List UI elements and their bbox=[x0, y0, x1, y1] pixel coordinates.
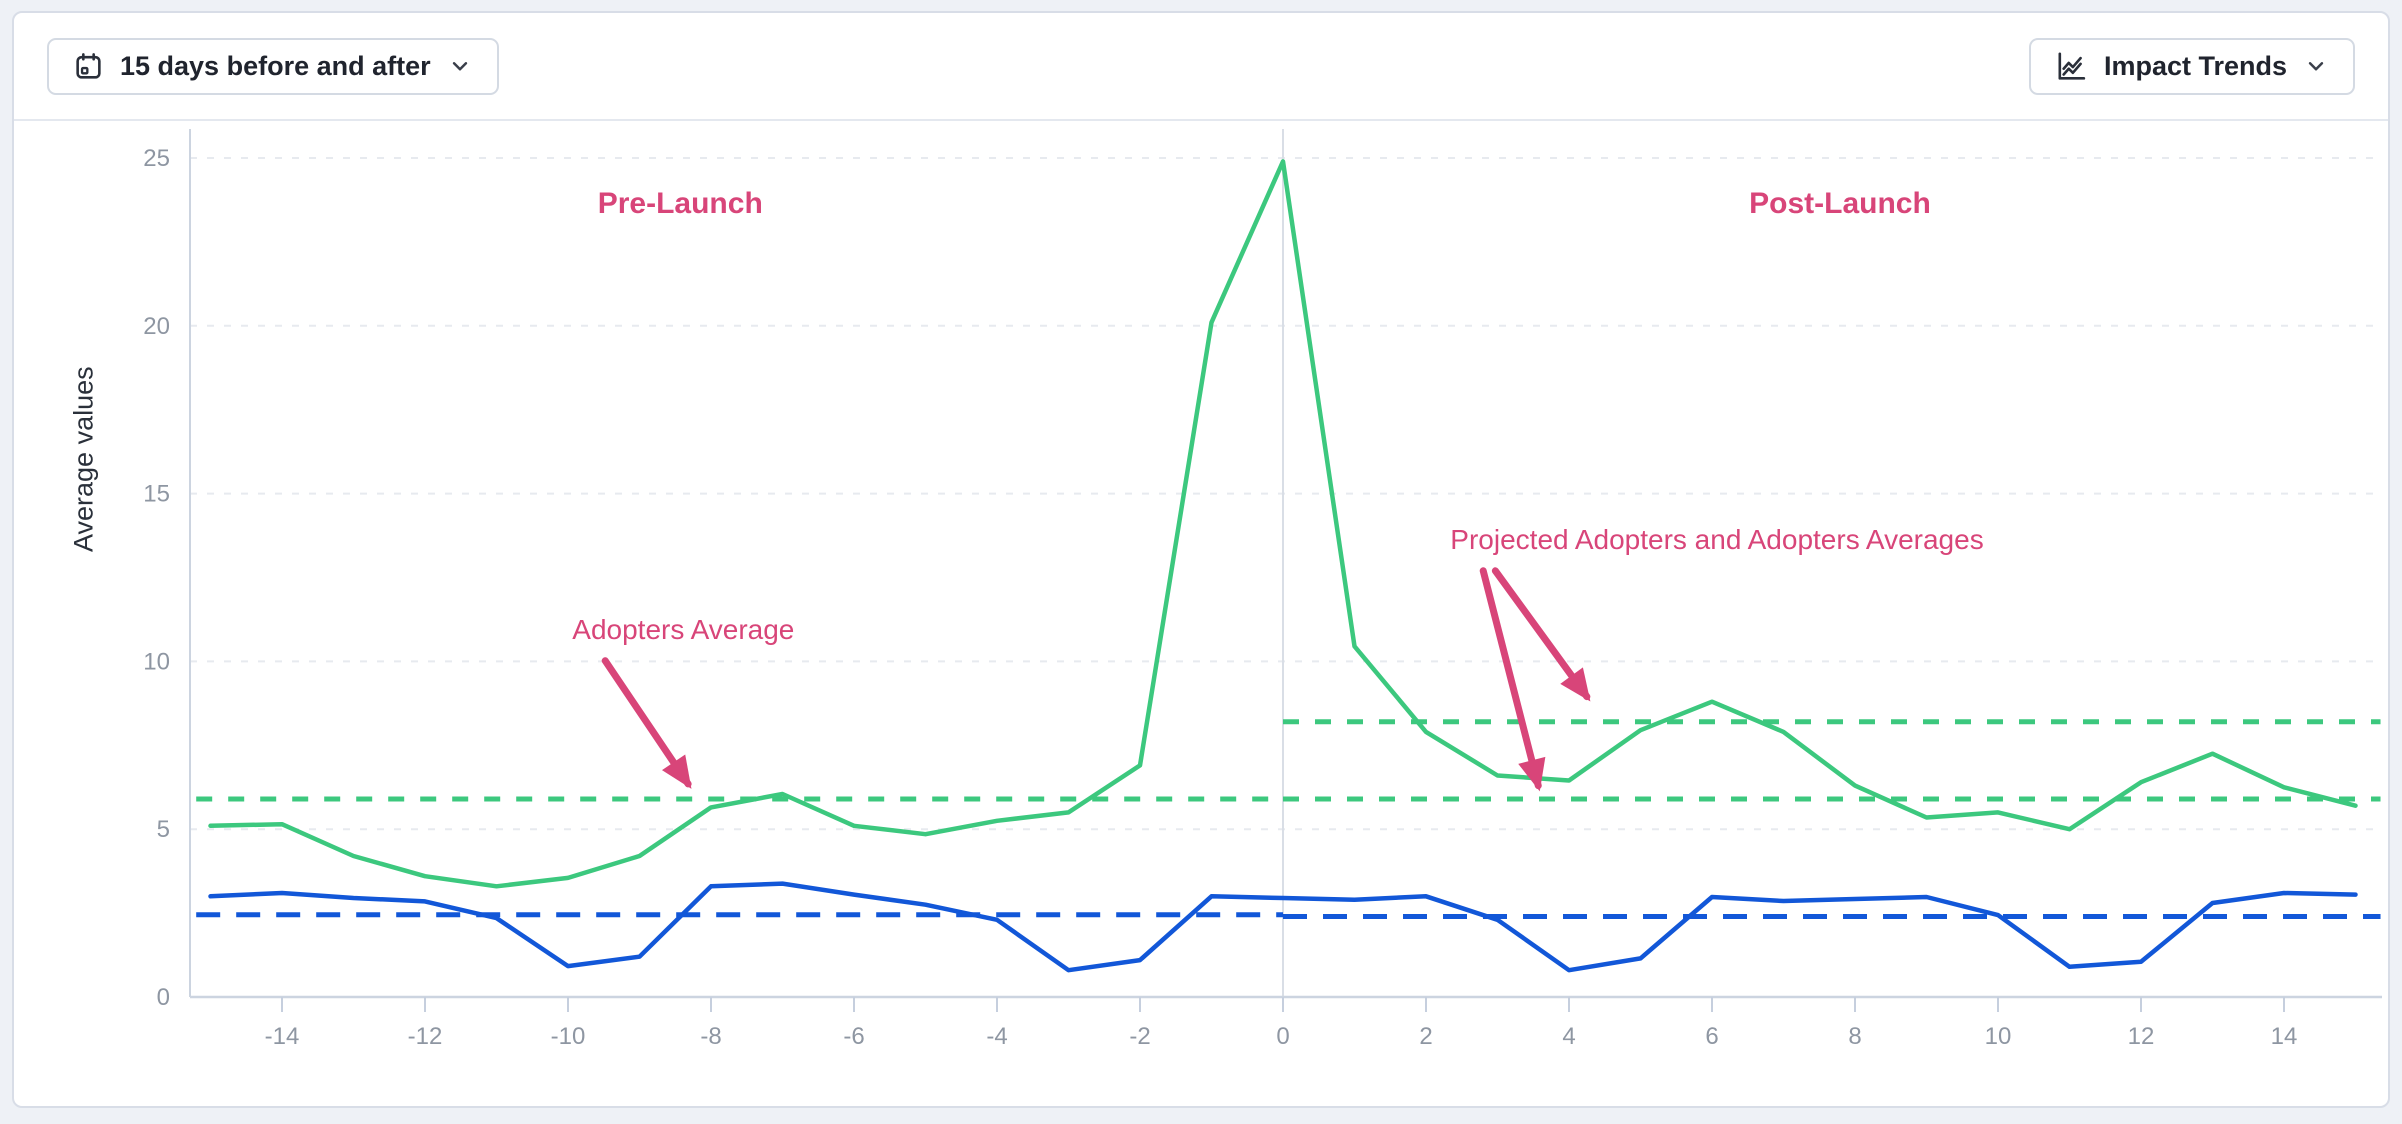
x-tick-label: 14 bbox=[2271, 1023, 2298, 1050]
y-tick-label: 0 bbox=[157, 984, 170, 1011]
date-range-button[interactable]: 15 days before and after bbox=[47, 37, 499, 95]
projected-adopters-line bbox=[208, 881, 2358, 973]
impact-trends-button[interactable]: Impact Trends bbox=[2028, 37, 2355, 95]
x-tick-label: -2 bbox=[1129, 1023, 1150, 1050]
projected-averages-arrow-short bbox=[1491, 567, 1591, 702]
x-tick-label: 0 bbox=[1276, 1023, 1289, 1050]
x-tick-label: 6 bbox=[1705, 1023, 1718, 1050]
x-tick-label: -4 bbox=[986, 1023, 1007, 1050]
y-tick-label: 25 bbox=[143, 145, 170, 172]
y-tick-label: 15 bbox=[143, 481, 170, 508]
date-range-label: 15 days before and after bbox=[120, 50, 431, 81]
chart-toolbar: 15 days before and after Impact Trends bbox=[14, 13, 2388, 121]
impact-trends-chart: -14 -12 -10 -8 -6 -4 -2 0 2 4 6 8 10 12 14 0 5 10 15 20 25 Pr… bbox=[143, 129, 2382, 1050]
projected-averages-arrow-long bbox=[1479, 567, 1546, 792]
x-tick-label: -10 bbox=[551, 1023, 586, 1050]
adopters-line bbox=[208, 159, 2358, 889]
x-tick-label: 4 bbox=[1562, 1023, 1575, 1050]
chevron-down-icon bbox=[447, 53, 473, 79]
y-tick-label: 10 bbox=[143, 648, 170, 675]
y-tick-label: 5 bbox=[157, 816, 170, 843]
x-tick-label: 8 bbox=[1848, 1023, 1861, 1050]
line-chart-icon bbox=[2055, 50, 2088, 83]
post-launch-label: Post-Launch bbox=[1749, 187, 1931, 220]
impact-trends-label: Impact Trends bbox=[2103, 50, 2287, 81]
chart-area: Average values -14 -12 -10 -8 -6 -4 -2 0 2 4 6 8 10 1… bbox=[14, 121, 2388, 1108]
x-tick-label: 10 bbox=[1985, 1023, 2012, 1050]
chevron-down-icon bbox=[2303, 53, 2329, 79]
x-tick-label: -12 bbox=[408, 1023, 443, 1050]
impact-trends-card: 15 days before and after Impact Trends bbox=[12, 11, 2390, 1108]
adopters-average-arrow bbox=[601, 657, 692, 789]
x-tick-label: -8 bbox=[700, 1023, 721, 1050]
x-tick-label: -14 bbox=[265, 1023, 300, 1050]
calendar-icon bbox=[73, 51, 104, 82]
projected-adopters-label: Projected Adopters and Adopters Averages bbox=[1450, 524, 1983, 555]
adopters-average-label: Adopters Average bbox=[572, 614, 794, 645]
x-tick-label: 2 bbox=[1419, 1023, 1432, 1050]
y-tick-label: 20 bbox=[143, 313, 170, 340]
x-tick-label: 12 bbox=[2128, 1023, 2155, 1050]
x-tick-label: -6 bbox=[843, 1023, 864, 1050]
pre-launch-label: Pre-Launch bbox=[598, 187, 763, 220]
